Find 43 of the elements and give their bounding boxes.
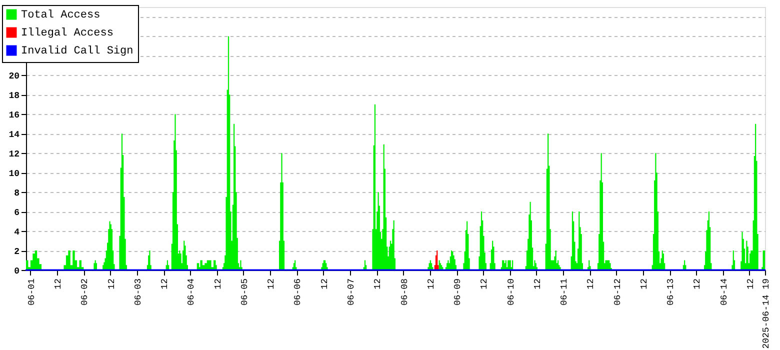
legend-label: Illegal Access xyxy=(21,28,114,40)
x-tick-label: 2025-06-14 19 xyxy=(762,278,772,349)
x-tick-label: 12 xyxy=(213,278,224,290)
x-tick-label: 12 xyxy=(586,278,596,290)
y-tick-label: 14 xyxy=(8,130,20,140)
x-tick-label: 12 xyxy=(373,278,384,290)
y-tick-label: 2 xyxy=(14,247,20,258)
x-tick-label: 06-11 xyxy=(560,278,570,306)
x-tick-label: 06-10 xyxy=(506,278,516,306)
x-tick-label: 06-12 xyxy=(612,278,623,306)
x-tick-label: 06-08 xyxy=(400,278,410,306)
x-tick-label: 12 xyxy=(160,278,170,290)
y-tick-label: 12 xyxy=(8,150,20,160)
x-tick-label: 12 xyxy=(54,278,64,290)
x-tick-label: 06-05 xyxy=(240,278,250,306)
x-tick-label: 06-06 xyxy=(293,278,304,306)
y-tick-label: 8 xyxy=(14,188,20,199)
y-tick-label: 16 xyxy=(8,110,20,121)
x-tick-label: 06-04 xyxy=(186,278,197,306)
legend-label: Invalid Call Sign xyxy=(21,46,134,58)
x-tick-label: 12 xyxy=(639,278,650,290)
y-tick-label: 0 xyxy=(14,266,20,276)
x-tick-label: 06-07 xyxy=(346,278,357,306)
legend-label: Total Access xyxy=(21,10,100,22)
x-tick-label: 12 xyxy=(480,278,490,290)
y-tick-label: 6 xyxy=(14,208,20,218)
x-tick-label: 06-14 xyxy=(719,278,730,306)
x-tick-label: 12 xyxy=(746,278,756,290)
x-tick-label: 12 xyxy=(106,278,117,290)
x-tick-label: 06-09 xyxy=(453,278,464,306)
x-tick-label: 12 xyxy=(692,278,703,290)
x-tick-label: 12 xyxy=(426,278,436,290)
x-tick-label: 12 xyxy=(320,278,330,290)
y-tick-label: 10 xyxy=(8,169,20,180)
x-tick-label: 12 xyxy=(266,278,277,290)
y-tick-label: 4 xyxy=(14,228,20,238)
x-tick-label: 06-03 xyxy=(133,278,144,306)
y-tick-label: 18 xyxy=(8,91,20,102)
x-tick-label: 06-01 xyxy=(26,278,37,306)
x-tick-label: 12 xyxy=(532,278,543,290)
x-tick-label: 06-13 xyxy=(666,278,676,306)
x-tick-label: 06-02 xyxy=(80,278,90,306)
y-tick-label: 20 xyxy=(8,72,20,82)
